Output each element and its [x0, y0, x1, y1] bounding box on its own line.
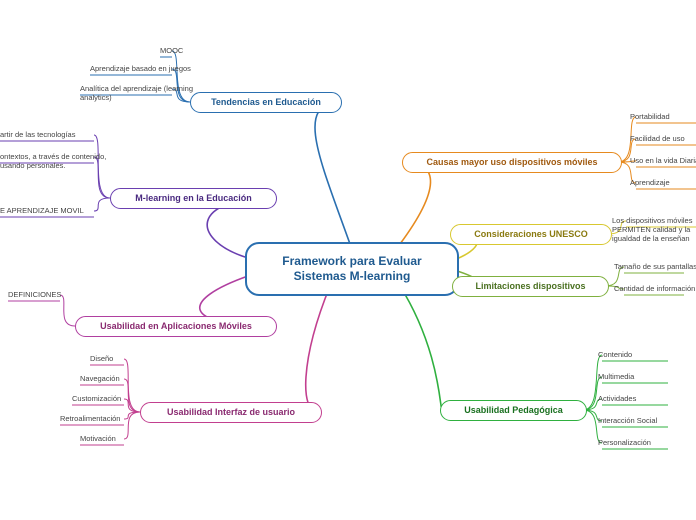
leaf-usab-ui-4[interactable]: Motivación	[80, 434, 116, 443]
leaf-unesco-0[interactable]: Los dispositivos móviles PERMITEN calida…	[612, 216, 696, 243]
branch-usab-ped[interactable]: Usabilidad Pedagógica	[440, 400, 587, 421]
leaf-usab-ped-2[interactable]: Actividades	[598, 394, 636, 403]
center-node[interactable]: Framework para Evaluar Sistemas M-learni…	[245, 242, 459, 296]
leaf-causas-0[interactable]: Portabilidad	[630, 112, 670, 121]
leaf-usab-ui-3[interactable]: Retroalimentación	[60, 414, 120, 423]
leaf-usab-ped-0[interactable]: Contenido	[598, 350, 632, 359]
branch-mlearning[interactable]: M-learning en la Educación	[110, 188, 277, 209]
branch-unesco[interactable]: Consideraciones UNESCO	[450, 224, 612, 245]
leaf-tendencias-1[interactable]: Aprendizaje basado en juegos	[90, 64, 191, 73]
leaf-causas-2[interactable]: Uso en la vida Diaria	[630, 156, 696, 165]
branch-tendencias[interactable]: Tendencias en Educación	[190, 92, 342, 113]
leaf-mlearning-0[interactable]: artir de las tecnologías	[0, 130, 75, 139]
leaf-usab-ui-2[interactable]: Customización	[72, 394, 121, 403]
leaf-usab-ui-0[interactable]: Diseño	[90, 354, 113, 363]
branch-usab-app[interactable]: Usabilidad en Aplicaciones Móviles	[75, 316, 277, 337]
leaf-causas-3[interactable]: Aprendizaje	[630, 178, 670, 187]
leaf-usab-ui-1[interactable]: Navegación	[80, 374, 120, 383]
leaf-mlearning-1[interactable]: ontextos, a través de contenido, usando …	[0, 152, 120, 170]
leaf-limitaciones-1[interactable]: Cantidad de información simul	[614, 284, 696, 293]
leaf-usab-ped-4[interactable]: Personalización	[598, 438, 651, 447]
branch-causas[interactable]: Causas mayor uso dispositivos móviles	[402, 152, 622, 173]
leaf-tendencias-2[interactable]: Analítica del aprendizaje (learning anal…	[80, 84, 200, 102]
leaf-causas-1[interactable]: Facilidad de uso	[630, 134, 685, 143]
leaf-tendencias-0[interactable]: MOOC	[160, 46, 183, 55]
leaf-usab-app-0[interactable]: DEFINICIONES	[8, 290, 61, 299]
leaf-limitaciones-0[interactable]: Tamaño de sus pantallas	[614, 262, 696, 271]
leaf-mlearning-2[interactable]: E APRENDIZAJE MOVIL	[0, 206, 84, 215]
leaf-usab-ped-3[interactable]: Interacción Social	[598, 416, 657, 425]
leaf-usab-ped-1[interactable]: Multimedia	[598, 372, 634, 381]
branch-limitaciones[interactable]: Limitaciones dispositivos	[452, 276, 609, 297]
branch-usab-ui[interactable]: Usabilidad Interfaz de usuario	[140, 402, 322, 423]
